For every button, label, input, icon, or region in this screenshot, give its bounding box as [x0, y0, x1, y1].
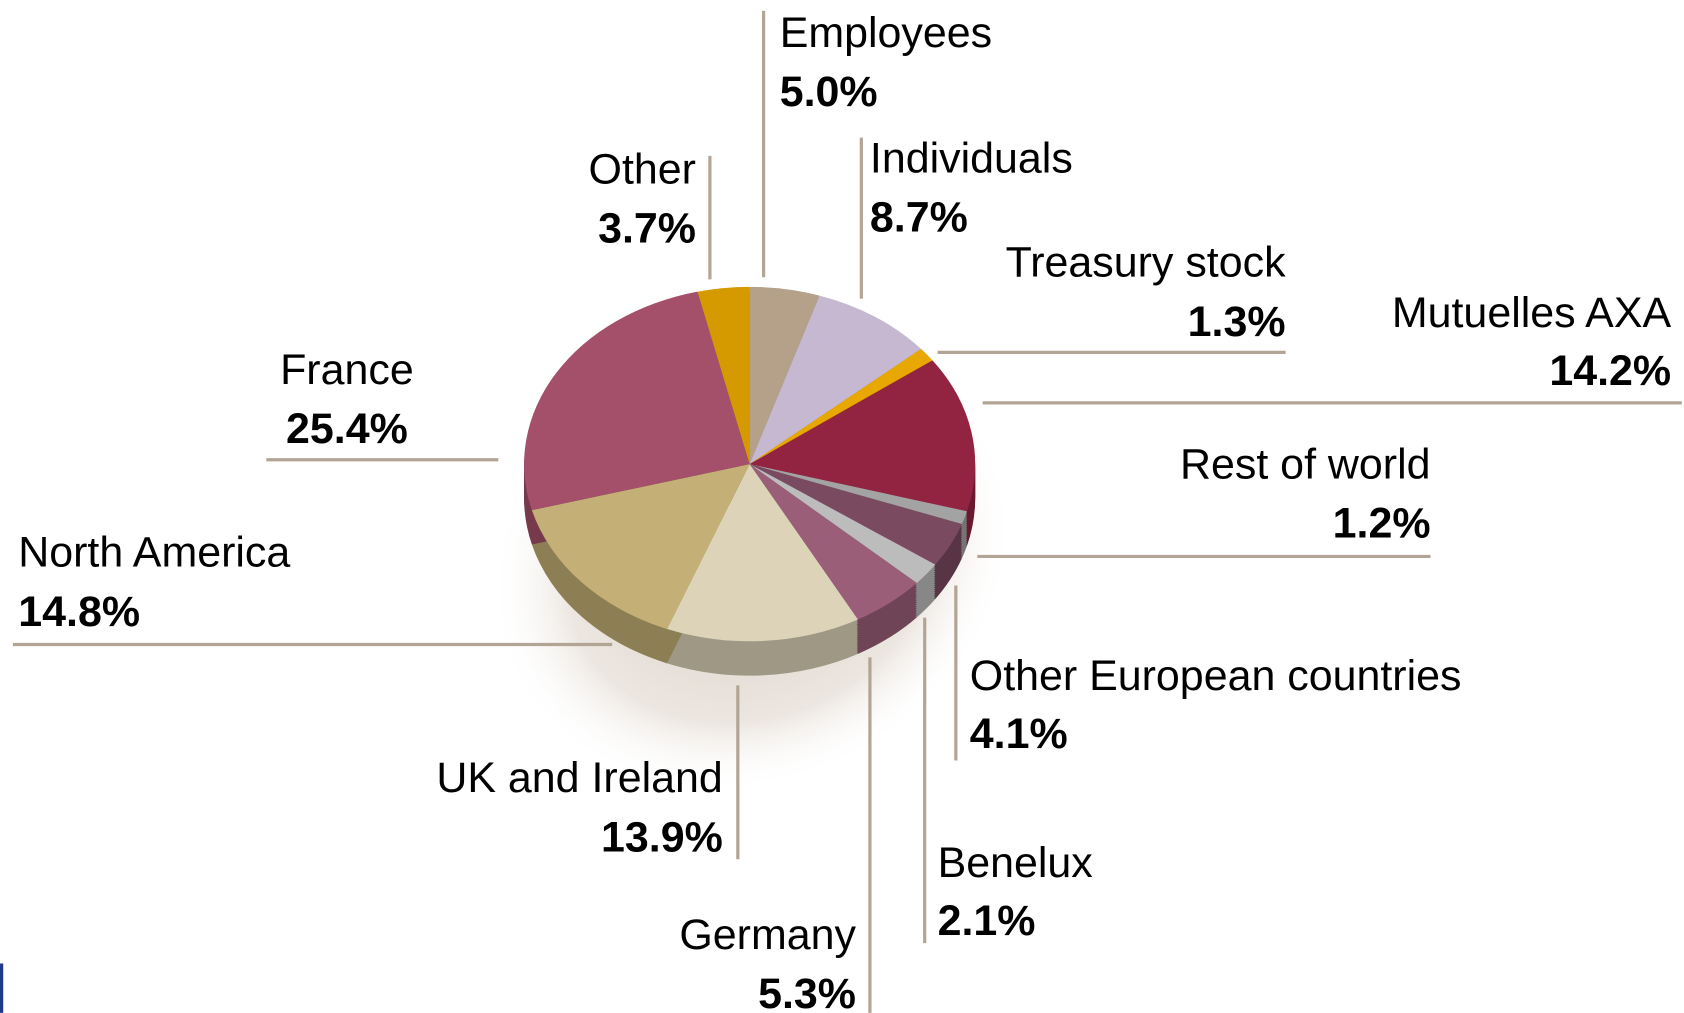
slice-value: 14.2% [1549, 347, 1671, 395]
slice-name: Treasury stock [1006, 239, 1286, 287]
slice-name: Employees [780, 9, 992, 57]
slice [749, 464, 962, 565]
slice-name: Germany [679, 911, 856, 959]
slice-value: 1.3% [1188, 298, 1286, 346]
slice-name: Benelux [938, 839, 1093, 887]
slice [749, 464, 936, 584]
slice [697, 286, 750, 465]
slice [531, 464, 750, 629]
slice-value: 14.8% [18, 588, 140, 636]
slice [667, 464, 858, 642]
slice [749, 348, 933, 465]
slice-name: Other [589, 145, 696, 193]
slice-value: 25.4% [286, 405, 408, 453]
slice [749, 464, 968, 525]
slice-value: 13.9% [601, 813, 723, 861]
slice-value: 3.7% [598, 204, 696, 252]
slice-name: Mutuelles AXA [1392, 289, 1672, 337]
slice [749, 464, 917, 620]
slice [749, 295, 922, 465]
labels: Employees 5.0% Individuals 8.7% Treasury sto… [12, 9, 1682, 1013]
slice-value: 5.0% [780, 68, 878, 116]
slice-name: UK and Ireland [436, 754, 722, 802]
slice-value: 2.1% [938, 897, 1036, 945]
slice-value: 8.7% [870, 194, 968, 242]
slice-name: Individuals [870, 135, 1073, 183]
slice-value: 5.3% [758, 970, 856, 1013]
pie-tops [524, 286, 976, 642]
slice-name: Other European countries [970, 652, 1462, 700]
slice-value: 1.2% [1333, 500, 1431, 548]
slice-name: Rest of world [1180, 441, 1431, 489]
slice [524, 291, 750, 511]
edge-bar [0, 963, 4, 1013]
slice-name: North America [18, 529, 290, 577]
slice [749, 360, 976, 512]
slice [749, 286, 820, 465]
slice-name: France [280, 346, 414, 394]
slice-value: 4.1% [970, 710, 1068, 758]
